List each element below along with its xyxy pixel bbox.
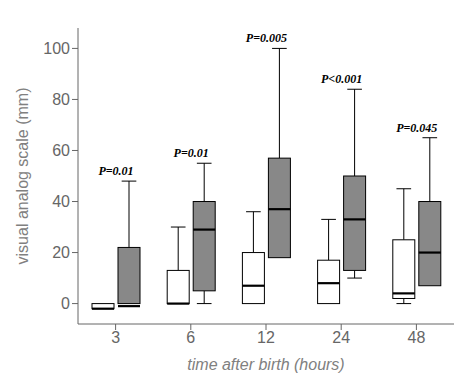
svg-text:60: 60 (52, 142, 70, 159)
svg-text:6: 6 (186, 329, 195, 346)
svg-text:P=0.045: P=0.045 (396, 121, 437, 135)
svg-text:100: 100 (43, 40, 70, 57)
svg-text:3: 3 (111, 329, 120, 346)
svg-text:P<0.001: P<0.001 (321, 72, 362, 86)
svg-text:P=0.01: P=0.01 (98, 164, 133, 178)
svg-text:80: 80 (52, 91, 70, 108)
svg-text:P=0.005: P=0.005 (246, 31, 287, 45)
svg-text:40: 40 (52, 193, 70, 210)
svg-text:visual analog scale (mm): visual analog scale (mm) (14, 88, 31, 265)
svg-text:48: 48 (408, 329, 426, 346)
svg-text:time after birth (hours): time after birth (hours) (187, 356, 344, 373)
svg-text:P=0.01: P=0.01 (174, 146, 209, 160)
svg-text:0: 0 (61, 295, 70, 312)
svg-text:24: 24 (332, 329, 350, 346)
svg-text:12: 12 (257, 329, 275, 346)
svg-text:20: 20 (52, 244, 70, 261)
